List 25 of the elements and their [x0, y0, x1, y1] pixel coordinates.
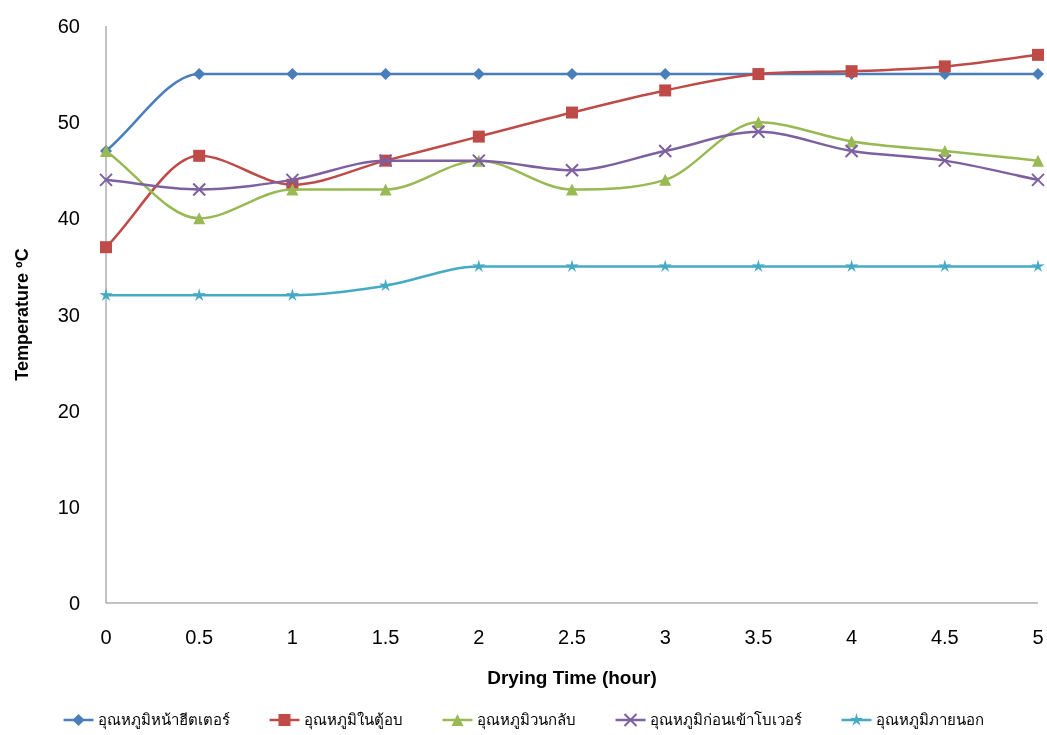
y-tick-label: 30: [57, 303, 80, 326]
y-tick-label: 40: [57, 207, 80, 230]
legend-label: อุณหภูมิในตู้อบ: [303, 711, 403, 730]
x-tick-label: 2.5: [558, 626, 586, 648]
x-tick-label: 5: [1032, 626, 1044, 648]
x-axis-title: Drying Time (hour): [487, 667, 657, 688]
legend-label: อุณหภูมิวนกลับ: [476, 711, 576, 730]
legend-label: อุณหภูมิก่อนเข้าโบเวอร์: [649, 711, 802, 730]
x-tick-label: 1.5: [371, 626, 400, 648]
x-tick-label: 0.5: [185, 626, 214, 648]
x-tick-label: 4: [846, 626, 858, 648]
y-tick-label: 0: [68, 592, 80, 614]
legend-label: อุณหภูมิหน้าฮีตเตอร์: [97, 711, 230, 730]
legend-label: อุณหภูมิภายนอก: [875, 711, 984, 730]
y-tick-label: 60: [57, 15, 80, 37]
x-tick-label: 1: [286, 626, 298, 648]
x-tick-label: 3: [659, 626, 671, 648]
x-tick-label: 0: [100, 626, 112, 648]
y-tick-label: 50: [57, 111, 80, 134]
x-tick-label: 4.5: [930, 626, 959, 648]
y-tick-label: 10: [57, 495, 80, 518]
y-axis-title: Temperature ºC: [12, 248, 32, 381]
x-tick-label: 2: [473, 626, 485, 648]
y-tick-label: 20: [57, 399, 80, 422]
x-tick-label: 3.5: [744, 626, 773, 648]
